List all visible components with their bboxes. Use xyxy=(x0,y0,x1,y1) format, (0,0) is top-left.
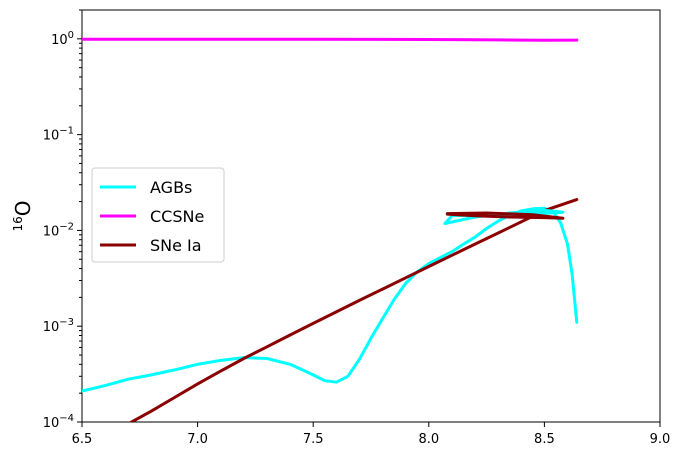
series-line-ccsne xyxy=(82,37,579,42)
y-tick-label: 10−4 xyxy=(43,413,74,431)
legend: AGBs CCSNe SNe Ia xyxy=(91,167,225,263)
series-layer xyxy=(82,37,579,422)
y-tick-label: 10−3 xyxy=(43,317,74,335)
series-line-agbs xyxy=(82,206,579,393)
legend-label-agbs: AGBs xyxy=(150,178,192,197)
y-axis-label-sup: 16 xyxy=(11,216,25,231)
ticks-layer: 6.5 7.0 7.5 8.0 8.5 9.0 10−4 10−3 10−2 10−1 100 xyxy=(43,9,671,447)
x-tick-label: 9.0 xyxy=(650,432,671,447)
x-tick-label: 8.5 xyxy=(534,432,555,447)
series-line-sne-ia xyxy=(128,198,579,422)
legend-box xyxy=(91,167,225,263)
series-loop-1 xyxy=(445,211,565,220)
legend-label-sne-ia: SNe Ia xyxy=(150,236,202,255)
y-tick-label: 100 xyxy=(51,30,74,48)
x-tick-label: 6.5 xyxy=(72,432,93,447)
x-tick-label: 8.0 xyxy=(418,432,439,447)
x-tick-label: 7.5 xyxy=(303,432,324,447)
y-tick-label: 10−1 xyxy=(43,126,74,144)
y-axis-label-main: O xyxy=(11,200,35,216)
legend-label-ccsne: CCSNe xyxy=(150,207,204,226)
x-tick-label: 7.0 xyxy=(187,432,208,447)
y-axis-label: 16O xyxy=(11,200,35,231)
y-tick-label: 10−2 xyxy=(43,221,74,239)
